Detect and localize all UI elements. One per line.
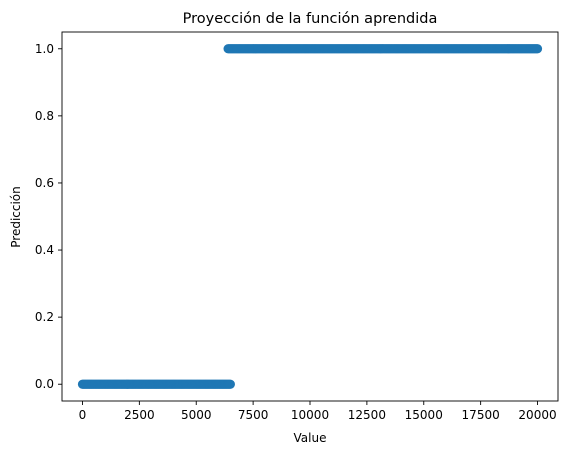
x-tick-label: 20000 <box>518 408 556 422</box>
x-tick-label: 15000 <box>405 408 443 422</box>
y-axis-ticks: 0.0 0.2 0.4 0.6 0.8 1.0 <box>35 42 62 391</box>
chart-title: Proyección de la función aprendida <box>183 11 438 27</box>
data-points <box>77 44 543 389</box>
x-tick-label: 12500 <box>348 408 386 422</box>
x-tick-label: 0 <box>79 408 87 422</box>
y-tick-label: 0.6 <box>35 176 54 190</box>
x-tick-label: 10000 <box>291 408 329 422</box>
data-point-403 <box>532 44 543 54</box>
x-tick-label: 5000 <box>181 408 212 422</box>
y-tick-label: 0.8 <box>35 109 54 123</box>
y-tick-label: 1.0 <box>35 42 54 56</box>
x-tick-label: 2500 <box>124 408 155 422</box>
y-axis-label: Predicción <box>9 186 23 248</box>
x-tick-label: 7500 <box>238 408 269 422</box>
y-tick-label: 0.0 <box>35 377 54 391</box>
y-tick-label: 0.4 <box>35 243 54 257</box>
y-tick-label: 0.2 <box>35 310 54 324</box>
x-axis-ticks: 0 2500 5000 7500 10000 12500 15000 17500 20000 <box>79 401 557 422</box>
x-tick-label: 17500 <box>462 408 500 422</box>
x-axis-label: Value <box>294 431 327 445</box>
data-point-130 <box>225 379 235 389</box>
